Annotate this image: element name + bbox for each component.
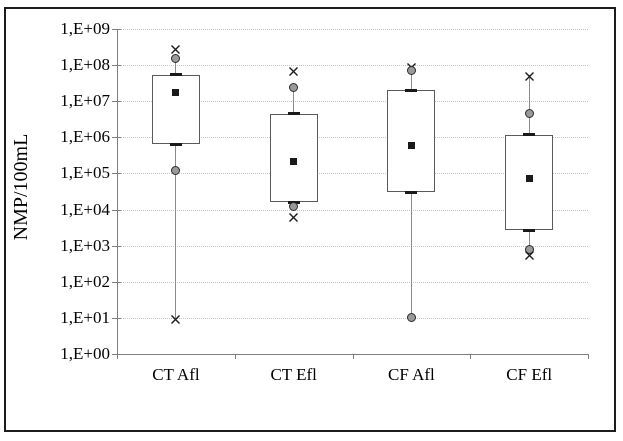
x-tick — [470, 354, 472, 359]
x-marker — [170, 312, 181, 325]
y-tick — [112, 281, 121, 283]
y-gridline — [117, 137, 588, 139]
y-tick — [112, 137, 121, 139]
whisker-upper-line — [410, 70, 412, 91]
box-cf-afl — [387, 90, 436, 193]
y-gridline — [117, 317, 588, 319]
whisker-lower-line — [528, 230, 530, 250]
y-tick-label: 1,E+06 — [60, 127, 110, 147]
y-axis-title: NMP/100mL — [10, 133, 32, 241]
mean-marker — [290, 157, 298, 165]
x-marker — [288, 210, 299, 222]
circle-marker — [406, 313, 416, 323]
y-gridline — [117, 65, 588, 67]
circle-marker — [289, 83, 299, 92]
circle-marker — [524, 244, 534, 254]
y-axis-line — [117, 29, 118, 359]
box-cf-efl — [505, 134, 554, 231]
box-cap-top — [287, 112, 300, 116]
y-tick — [112, 209, 121, 211]
whisker-lower-line — [175, 144, 177, 318]
category-label: CT Afl — [152, 365, 200, 384]
y-tick-label: 1,E+03 — [60, 235, 110, 255]
mean-marker — [525, 174, 533, 182]
y-tick — [112, 245, 121, 247]
y-tick — [112, 317, 121, 319]
circle-marker — [406, 66, 416, 76]
x-tick — [117, 354, 118, 359]
category-label: CT Efl — [270, 365, 317, 384]
circle-marker — [171, 166, 181, 176]
category-label: CF Efl — [506, 365, 553, 384]
mean-marker — [407, 141, 415, 149]
y-tick — [112, 173, 121, 175]
y-tick-label: 1,E+04 — [60, 199, 110, 219]
x-tick — [588, 354, 589, 359]
y-gridline — [117, 101, 588, 103]
circle-marker — [289, 202, 299, 212]
y-gridline — [117, 281, 588, 283]
whisker-upper-line — [528, 74, 530, 135]
y-tick-label: 1,E+00 — [60, 344, 110, 363]
y-tick — [112, 29, 121, 30]
y-tick-label: 1,E+02 — [60, 271, 110, 291]
x-marker — [170, 42, 181, 55]
y-gridline — [117, 29, 588, 30]
mean-marker — [172, 89, 180, 97]
y-gridline — [117, 173, 588, 175]
x-tick — [234, 354, 236, 359]
y-tick-label: 1,E+05 — [60, 163, 110, 183]
y-tick — [112, 65, 121, 67]
box-cap-top — [405, 88, 418, 92]
box-cap-bottom — [523, 228, 536, 232]
x-tick — [352, 354, 354, 359]
x-marker — [524, 248, 535, 261]
y-tick-label: 1,E+08 — [60, 55, 110, 75]
whisker-lower-line — [410, 192, 412, 318]
y-tick-label: 1,E+01 — [60, 307, 110, 327]
box-cap-top — [169, 73, 182, 76]
y-gridline — [117, 245, 588, 247]
x-axis-line — [112, 354, 588, 355]
whisker-upper-line — [175, 58, 177, 75]
y-tick — [112, 101, 121, 103]
y-gridline — [117, 209, 588, 211]
y-tick-label: 1,E+07 — [60, 91, 110, 111]
box-cap-bottom — [405, 190, 418, 194]
circle-marker — [524, 109, 534, 119]
y-tick-label: 1,E+09 — [60, 19, 110, 38]
category-label: CF Afl — [388, 365, 435, 384]
circle-marker — [171, 54, 181, 64]
box-ct-afl — [151, 74, 200, 145]
box-cap-top — [523, 133, 536, 136]
x-marker — [524, 69, 535, 81]
x-marker — [288, 64, 299, 77]
whisker-upper-line — [293, 87, 295, 114]
box-cap-bottom — [169, 142, 182, 146]
